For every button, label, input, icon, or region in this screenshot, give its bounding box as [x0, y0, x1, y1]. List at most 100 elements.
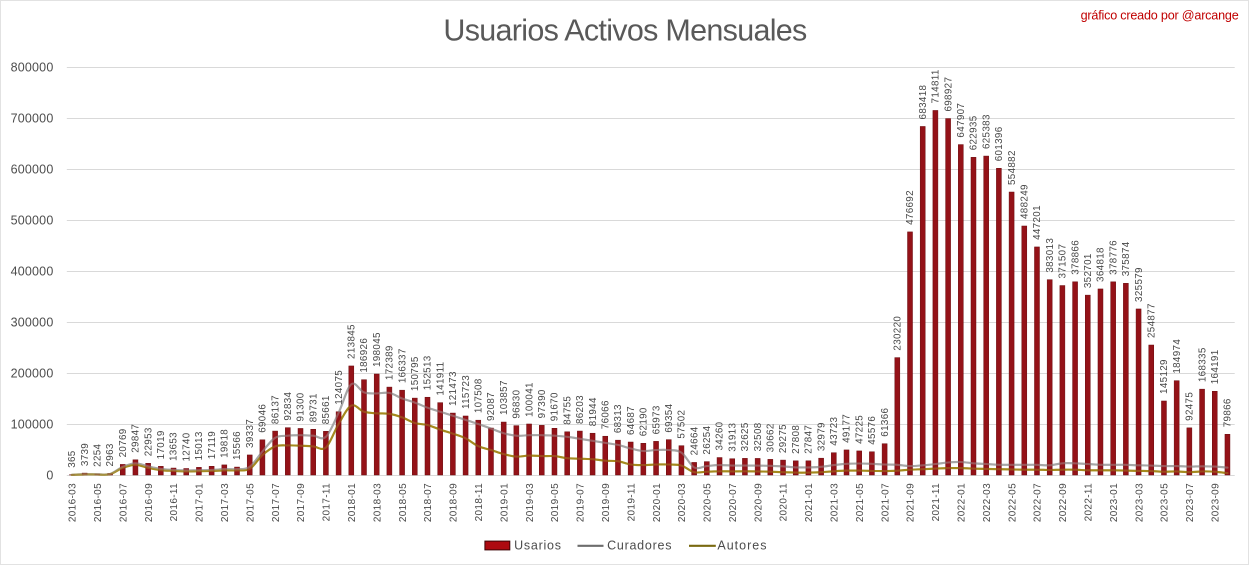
svg-text:2019-07: 2019-07 — [576, 483, 587, 522]
svg-text:2016-03: 2016-03 — [68, 483, 79, 522]
svg-text:2022-07: 2022-07 — [1033, 483, 1044, 522]
svg-text:17019: 17019 — [156, 430, 167, 459]
svg-text:476692: 476692 — [905, 190, 916, 225]
svg-text:371507: 371507 — [1058, 244, 1069, 279]
svg-text:103857: 103857 — [499, 380, 510, 415]
svg-text:150795: 150795 — [410, 356, 421, 391]
svg-text:166337: 166337 — [397, 348, 408, 383]
svg-text:622935: 622935 — [969, 115, 980, 150]
svg-text:2022-05: 2022-05 — [1007, 483, 1018, 522]
svg-text:2254: 2254 — [93, 443, 104, 466]
svg-text:141911: 141911 — [435, 362, 446, 396]
svg-text:2016-09: 2016-09 — [144, 483, 155, 522]
svg-text:2023-03: 2023-03 — [1134, 483, 1145, 522]
svg-text:92834: 92834 — [283, 391, 294, 420]
svg-text:62190: 62190 — [639, 407, 650, 436]
svg-text:15566: 15566 — [232, 431, 243, 460]
svg-text:2018-11: 2018-11 — [474, 483, 485, 521]
svg-text:124075: 124075 — [334, 370, 345, 405]
svg-text:2018-09: 2018-09 — [449, 483, 460, 522]
svg-text:69354: 69354 — [664, 403, 675, 432]
svg-text:2021-03: 2021-03 — [830, 483, 841, 522]
svg-text:375874: 375874 — [1121, 241, 1132, 276]
svg-text:447201: 447201 — [1032, 205, 1043, 240]
svg-text:30662: 30662 — [766, 423, 777, 452]
svg-text:152513: 152513 — [423, 355, 434, 390]
svg-text:27847: 27847 — [804, 425, 815, 454]
svg-text:683418: 683418 — [918, 84, 929, 119]
svg-text:2020-09: 2020-09 — [753, 483, 764, 522]
svg-text:96830: 96830 — [512, 389, 523, 418]
svg-text:2963: 2963 — [105, 443, 116, 466]
svg-text:79866: 79866 — [1223, 398, 1234, 427]
svg-text:698927: 698927 — [943, 77, 954, 112]
svg-text:714811: 714811 — [931, 69, 942, 103]
svg-text:Usarios: Usarios — [514, 539, 562, 553]
svg-text:145129: 145129 — [1159, 359, 1170, 394]
svg-text:700000: 700000 — [11, 111, 54, 125]
svg-text:22953: 22953 — [143, 427, 154, 456]
svg-text:2018-03: 2018-03 — [372, 483, 383, 522]
svg-text:364818: 364818 — [1096, 247, 1107, 282]
svg-text:254877: 254877 — [1146, 303, 1157, 338]
svg-text:Autores: Autores — [717, 539, 767, 553]
svg-text:2017-09: 2017-09 — [296, 483, 307, 522]
svg-text:625383: 625383 — [981, 114, 992, 149]
svg-text:100041: 100041 — [524, 382, 535, 417]
svg-text:107508: 107508 — [473, 378, 484, 413]
svg-text:230220: 230220 — [893, 316, 904, 351]
svg-text:213845: 213845 — [347, 324, 358, 359]
svg-text:92475: 92475 — [1185, 392, 1196, 421]
svg-text:168335: 168335 — [1197, 347, 1208, 382]
svg-text:198045: 198045 — [372, 332, 383, 367]
svg-text:19818: 19818 — [220, 429, 231, 458]
svg-text:43723: 43723 — [829, 417, 840, 446]
svg-text:76066: 76066 — [600, 400, 611, 429]
svg-text:2016-11: 2016-11 — [169, 483, 180, 521]
svg-text:115723: 115723 — [461, 375, 472, 409]
svg-text:378776: 378776 — [1108, 240, 1119, 275]
svg-text:32979: 32979 — [816, 422, 827, 451]
svg-text:gráfico creado por @arcange: gráfico creado por @arcange — [1081, 9, 1239, 23]
svg-text:49177: 49177 — [842, 414, 853, 443]
svg-text:2017-03: 2017-03 — [220, 483, 231, 522]
svg-text:2017-11: 2017-11 — [322, 483, 333, 521]
svg-text:2021-09: 2021-09 — [906, 483, 917, 522]
svg-text:600000: 600000 — [11, 162, 54, 176]
svg-text:64687: 64687 — [626, 406, 637, 435]
svg-text:69046: 69046 — [258, 404, 269, 433]
svg-text:81944: 81944 — [588, 397, 599, 426]
svg-text:378866: 378866 — [1070, 240, 1081, 275]
svg-text:2018-01: 2018-01 — [347, 483, 358, 522]
svg-text:2016-05: 2016-05 — [93, 483, 104, 522]
svg-text:200000: 200000 — [11, 366, 54, 380]
svg-text:186926: 186926 — [359, 338, 370, 373]
svg-text:86203: 86203 — [575, 395, 586, 424]
svg-text:91300: 91300 — [296, 392, 307, 421]
svg-text:34260: 34260 — [715, 421, 726, 450]
svg-text:2022-11: 2022-11 — [1083, 483, 1094, 521]
svg-text:300000: 300000 — [11, 315, 54, 329]
svg-text:2019-09: 2019-09 — [601, 483, 612, 522]
svg-text:65973: 65973 — [651, 405, 662, 434]
svg-text:89731: 89731 — [308, 393, 319, 422]
svg-text:39337: 39337 — [245, 419, 256, 448]
svg-text:68313: 68313 — [613, 404, 624, 433]
svg-text:2021-07: 2021-07 — [880, 483, 891, 522]
svg-text:47225: 47225 — [854, 415, 865, 444]
svg-text:2023-01: 2023-01 — [1109, 483, 1120, 522]
svg-text:601396: 601396 — [994, 126, 1005, 161]
svg-text:Usuarios Activos Mensuales: Usuarios Activos Mensuales — [443, 14, 807, 48]
svg-text:325579: 325579 — [1134, 267, 1145, 302]
svg-text:26254: 26254 — [702, 425, 713, 454]
svg-text:2023-09: 2023-09 — [1210, 483, 1221, 522]
svg-text:2020-01: 2020-01 — [652, 483, 663, 522]
svg-text:57502: 57502 — [677, 410, 688, 439]
svg-text:61366: 61366 — [880, 408, 891, 437]
svg-text:24664: 24664 — [689, 426, 700, 455]
svg-text:647907: 647907 — [956, 103, 967, 138]
svg-text:2019-11: 2019-11 — [626, 483, 637, 521]
svg-text:172389: 172389 — [385, 345, 396, 380]
svg-text:2020-05: 2020-05 — [703, 483, 714, 522]
svg-text:2022-09: 2022-09 — [1058, 483, 1069, 522]
